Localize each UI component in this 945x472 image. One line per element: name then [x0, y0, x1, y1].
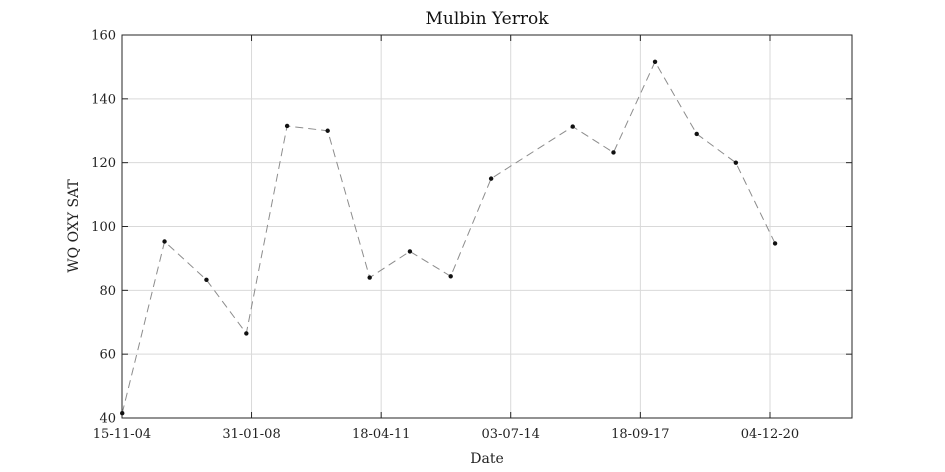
y-tick-label: 100 — [91, 220, 116, 235]
grid — [122, 35, 852, 418]
data-point — [488, 176, 494, 181]
x-tick-label: 15-11-04 — [93, 427, 151, 442]
axis-ticks — [121, 34, 852, 419]
data-point — [448, 274, 453, 279]
y-tick-label: 160 — [91, 29, 116, 44]
data-point — [204, 277, 209, 283]
y-tick-label: 40 — [99, 412, 116, 427]
x-tick-label: 18-04-11 — [352, 427, 410, 442]
y-tick-label: 80 — [99, 284, 116, 299]
data-point — [120, 411, 125, 416]
x-tick-label: 18-09-17 — [611, 427, 669, 442]
data-point — [367, 275, 372, 280]
x-axis-label: Date — [470, 451, 503, 467]
series-line — [121, 60, 776, 414]
y-axis-label: WQ OXY SAT — [66, 179, 82, 273]
data-point — [733, 160, 739, 165]
data-point — [244, 331, 249, 336]
chart-title: Mulbin Yerrok — [425, 9, 549, 29]
x-tick-label: 03-07-14 — [481, 427, 539, 442]
data-point — [407, 249, 413, 254]
data-point — [325, 128, 330, 133]
x-tick-label: 04-12-20 — [741, 427, 799, 442]
series-layer — [120, 59, 778, 416]
data-point — [611, 150, 616, 155]
y-axis-tick-labels: 40 60 80 100 120 140 160 — [91, 29, 116, 427]
data-point — [284, 123, 290, 129]
data-point — [694, 131, 699, 137]
data-point — [162, 239, 167, 244]
y-tick-label: 140 — [91, 92, 116, 107]
data-point — [652, 59, 658, 65]
x-axis-tick-labels: 15-11-04 31-01-08 18-04-11 03-07-14 18-09-17… — [93, 427, 799, 442]
data-point — [570, 124, 575, 129]
x-tick-label: 31-01-08 — [222, 427, 280, 442]
data-point — [772, 241, 778, 246]
y-tick-label: 60 — [99, 348, 116, 363]
y-tick-label: 120 — [91, 156, 116, 171]
